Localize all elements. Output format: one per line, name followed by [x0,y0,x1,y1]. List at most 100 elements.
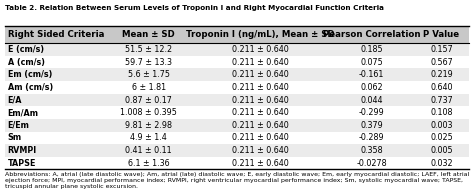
Bar [107,81,191,94]
Bar [107,144,191,157]
Text: 0.358: 0.358 [360,146,383,155]
Bar [107,106,191,119]
Text: Pearson Correlation: Pearson Correlation [323,30,420,39]
Bar [5,106,107,119]
Text: 0.032: 0.032 [430,158,453,168]
Text: -0.0278: -0.0278 [356,158,387,168]
Bar [330,119,413,132]
Bar [413,81,469,94]
Bar [191,157,330,169]
Text: 0.211 ± 0.640: 0.211 ± 0.640 [232,158,289,168]
Bar [413,26,469,43]
Bar [5,157,107,169]
Text: 51.5 ± 12.2: 51.5 ± 12.2 [125,45,173,54]
Text: -0.299: -0.299 [359,108,384,117]
Bar [413,68,469,81]
Bar [191,68,330,81]
Bar [413,157,469,169]
Text: -0.161: -0.161 [359,70,384,79]
Bar [5,68,107,81]
Bar [191,56,330,68]
Text: 0.211 ± 0.640: 0.211 ± 0.640 [232,70,289,79]
Text: 0.211 ± 0.640: 0.211 ± 0.640 [232,146,289,155]
Bar [191,106,330,119]
Text: 0.211 ± 0.640: 0.211 ± 0.640 [232,95,289,105]
Bar [330,26,413,43]
Text: Troponin I (ng/mL), Mean ± SD: Troponin I (ng/mL), Mean ± SD [186,30,335,39]
Bar [330,132,413,144]
Text: Em (cm/s): Em (cm/s) [8,70,52,79]
Text: 0.157: 0.157 [430,45,453,54]
Bar [107,157,191,169]
Text: 5.6 ± 1.75: 5.6 ± 1.75 [128,70,170,79]
Bar [191,132,330,144]
Bar [5,81,107,94]
Bar [107,132,191,144]
Bar [191,26,330,43]
Bar [413,106,469,119]
Bar [413,43,469,56]
Text: Mean ± SD: Mean ± SD [122,30,175,39]
Bar [330,157,413,169]
Text: 0.640: 0.640 [430,83,453,92]
Bar [107,68,191,81]
Text: 0.211 ± 0.640: 0.211 ± 0.640 [232,108,289,117]
Bar [5,43,107,56]
Bar [191,43,330,56]
Text: Em/Am: Em/Am [8,108,38,117]
Bar [5,56,107,68]
Text: 9.81 ± 2.98: 9.81 ± 2.98 [125,121,172,130]
Bar [5,26,107,43]
Bar [191,119,330,132]
Bar [413,56,469,68]
Text: E/A: E/A [8,95,22,105]
Text: 0.211 ± 0.640: 0.211 ± 0.640 [232,45,289,54]
Text: 0.41 ± 0.11: 0.41 ± 0.11 [126,146,172,155]
Bar [413,132,469,144]
Text: TAPSE: TAPSE [8,158,36,168]
Text: Abbreviations: A, atrial (late diastolic wave); Am, atrial (late) diastolic wave: Abbreviations: A, atrial (late diastolic… [5,172,469,189]
Text: P Value: P Value [423,30,459,39]
Text: Am (cm/s): Am (cm/s) [8,83,53,92]
Text: 0.211 ± 0.640: 0.211 ± 0.640 [232,133,289,142]
Text: 0.003: 0.003 [430,121,453,130]
Text: 0.87 ± 0.17: 0.87 ± 0.17 [125,95,172,105]
Text: 59.7 ± 13.3: 59.7 ± 13.3 [125,58,172,67]
Text: 0.219: 0.219 [430,70,453,79]
Text: 0.025: 0.025 [430,133,453,142]
Bar [107,43,191,56]
Bar [191,94,330,106]
Text: 0.108: 0.108 [430,108,453,117]
Text: 4.9 ± 1.4: 4.9 ± 1.4 [130,133,167,142]
Text: 0.567: 0.567 [430,58,453,67]
Text: Sm: Sm [8,133,22,142]
Text: 6.1 ± 1.36: 6.1 ± 1.36 [128,158,170,168]
Bar [5,144,107,157]
Bar [330,144,413,157]
Text: 0.044: 0.044 [360,95,383,105]
Bar [191,144,330,157]
Text: Table 2. Relation Between Serum Levels of Troponin I and Right Myocardial Functi: Table 2. Relation Between Serum Levels o… [5,5,384,11]
Bar [5,132,107,144]
Bar [330,106,413,119]
Text: Right Sided Criteria: Right Sided Criteria [8,30,104,39]
Bar [330,81,413,94]
Text: A (cm/s): A (cm/s) [8,58,45,67]
Text: 0.211 ± 0.640: 0.211 ± 0.640 [232,58,289,67]
Text: E/Em: E/Em [8,121,29,130]
Bar [330,94,413,106]
Bar [330,43,413,56]
Bar [330,68,413,81]
Bar [107,56,191,68]
Bar [413,144,469,157]
Text: 0.737: 0.737 [430,95,453,105]
Text: 0.075: 0.075 [360,58,383,67]
Text: 6 ± 1.81: 6 ± 1.81 [132,83,166,92]
Bar [107,26,191,43]
Bar [5,94,107,106]
Text: E (cm/s): E (cm/s) [8,45,44,54]
Text: RVMPI: RVMPI [8,146,37,155]
Bar [5,119,107,132]
Bar [413,119,469,132]
Text: 0.211 ± 0.640: 0.211 ± 0.640 [232,121,289,130]
